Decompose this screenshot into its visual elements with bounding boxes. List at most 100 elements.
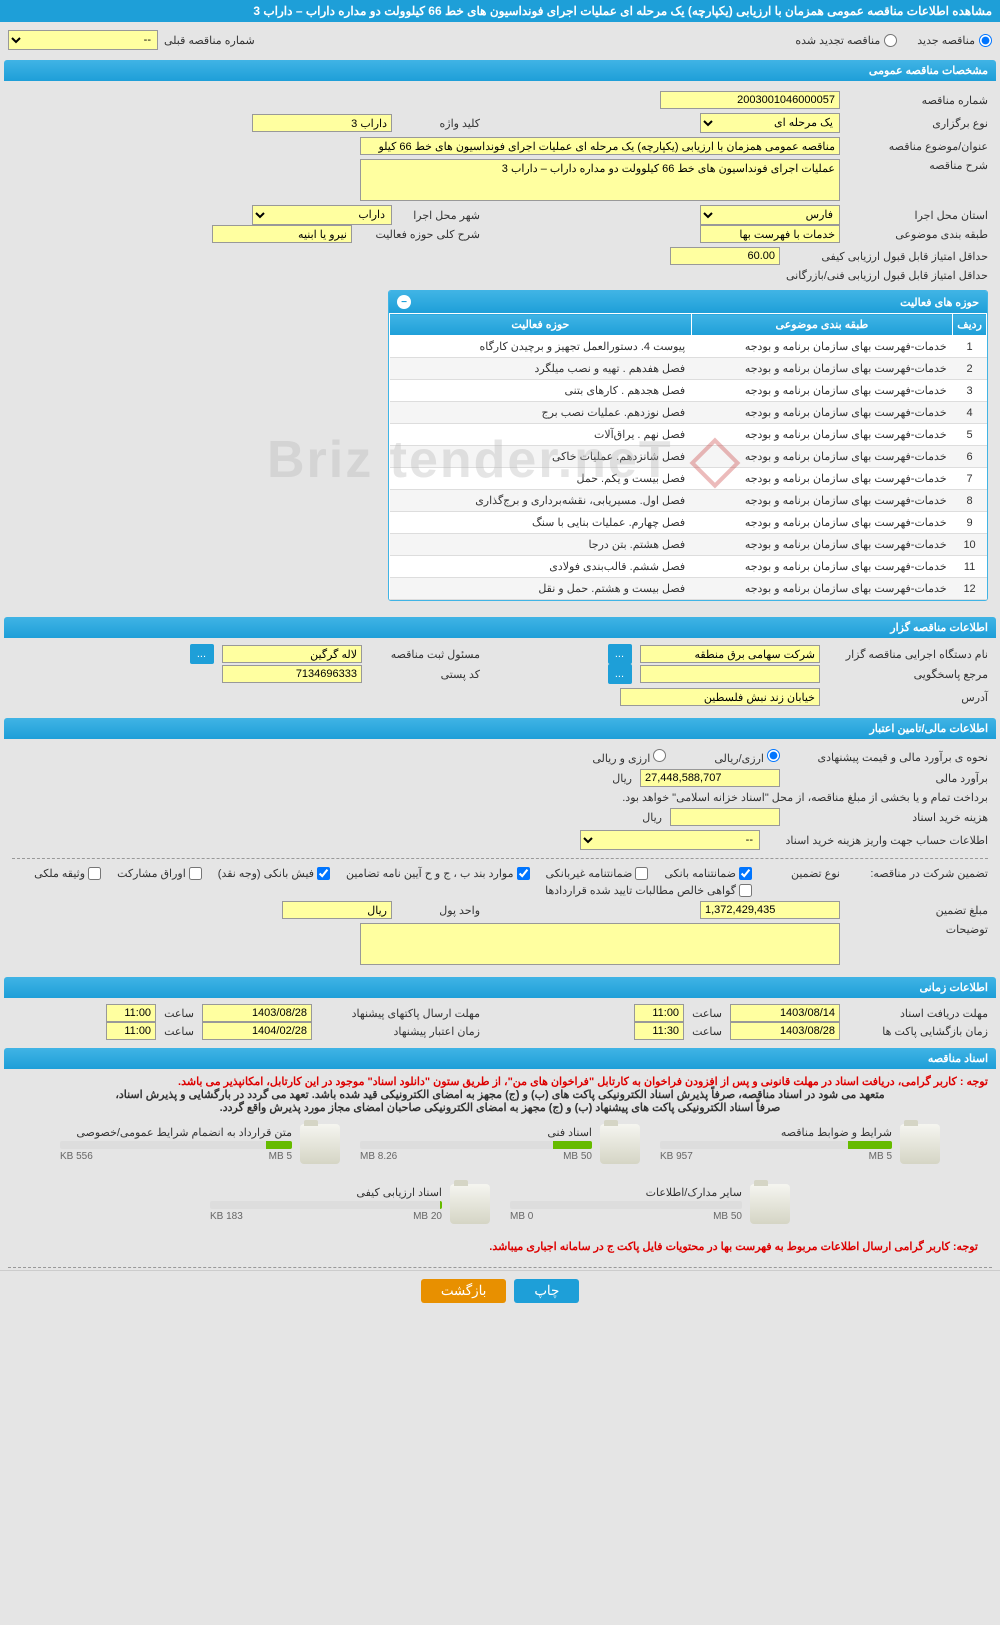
table-row: 11خدمات-فهرست بهای سازمان برنامه و بودجه… <box>390 556 987 578</box>
valid-label: زمان اعتبار پیشنهاد <box>320 1025 480 1038</box>
unit-label: واحد پول <box>400 904 480 917</box>
recv-time[interactable] <box>634 1004 684 1022</box>
chk-bank-guarantee[interactable]: ضمانتنامه بانکی <box>664 867 752 880</box>
org-name-more-button[interactable]: ... <box>608 644 632 664</box>
subject-input[interactable] <box>360 137 840 155</box>
activities-table: ردیفطبقه بندی موضوعیحوزه فعالیت 1خدمات-ف… <box>389 313 987 600</box>
back-button[interactable]: بازگشت <box>421 1279 507 1303</box>
doccost-input[interactable] <box>670 808 780 826</box>
chk-property[interactable]: وثیقه ملکی <box>34 867 101 880</box>
type-select[interactable]: یک مرحله ای <box>700 113 840 133</box>
hour-label-2: ساعت <box>164 1007 194 1020</box>
guar-label: تضمین شرکت در مناقصه: <box>848 867 988 880</box>
notes-label: توضیحات <box>848 923 988 936</box>
est-input[interactable] <box>640 769 780 787</box>
notes-textarea[interactable] <box>360 923 840 965</box>
prev-num-select[interactable]: -- <box>8 30 158 50</box>
chk-contract-cert[interactable]: گواهی خالص مطالبات تایید شده قراردادها <box>545 884 752 897</box>
section-general: مشخصات مناقصه عمومی <box>4 60 996 81</box>
acct-select[interactable]: -- <box>580 830 760 850</box>
folder-icon <box>450 1184 490 1224</box>
doccost-label: هزینه خرید اسناد <box>788 811 988 824</box>
recv-label: مهلت دریافت اسناد <box>848 1007 988 1020</box>
desc-label: شرح مناقصه <box>848 159 988 172</box>
doc-title: شرایط و ضوابط مناقصه <box>660 1126 892 1139</box>
chk-regulation-items[interactable]: موارد بند ب ، ج و ح آیین نامه تضامین <box>346 867 529 880</box>
doc-item[interactable]: اسناد ارزیابی کیفی 20 MB183 KB <box>210 1184 490 1224</box>
send-label: مهلت ارسال پاکتهای پیشنهاد <box>320 1007 480 1020</box>
folder-icon <box>750 1184 790 1224</box>
recv-date[interactable] <box>730 1004 840 1022</box>
postal-label: کد پستی <box>370 668 480 681</box>
city-select[interactable]: داراب <box>252 205 392 225</box>
progress-bar <box>660 1141 892 1149</box>
folder-icon <box>300 1124 340 1164</box>
chk-bank-receipt[interactable]: فیش بانکی (وجه نقد) <box>218 867 330 880</box>
postal-input[interactable] <box>222 665 362 683</box>
province-select[interactable]: فارس <box>700 205 840 225</box>
tender-no-input[interactable] <box>660 91 840 109</box>
doc-size: 20 MB183 KB <box>210 1211 442 1222</box>
addr-label: آدرس <box>828 691 988 704</box>
doc-item[interactable]: سایر مدارک/اطلاعات 50 MB0 MB <box>510 1184 790 1224</box>
class-label: طبقه بندی موضوعی <box>848 228 988 241</box>
reg-input[interactable] <box>222 645 362 663</box>
mintech-label: حداقل امتیاز قابل قبول ارزیابی فنی/بازرگ… <box>768 269 988 282</box>
docs-note-2: متعهد می شود در اسناد مناقصه، صرفاً پذیر… <box>12 1088 988 1101</box>
actdesc-input[interactable] <box>212 225 352 243</box>
doc-title: سایر مدارک/اطلاعات <box>510 1186 742 1199</box>
hour-label-3: ساعت <box>692 1025 722 1038</box>
unit-input[interactable] <box>282 901 392 919</box>
guaramt-input[interactable] <box>700 901 840 919</box>
table-header: ردیف <box>953 314 987 336</box>
type-label: نوع برگزاری <box>848 117 988 130</box>
doc-item[interactable]: اسناد فنی50 MB8.26 MB <box>360 1124 640 1164</box>
table-row: 2خدمات-فهرست بهای سازمان برنامه و بودجهف… <box>390 358 987 380</box>
reg-more-button[interactable]: ... <box>190 644 214 664</box>
ref-more-button[interactable]: ... <box>608 664 632 684</box>
open-time[interactable] <box>634 1022 684 1040</box>
radio-new[interactable]: مناقصه جدید <box>917 34 992 47</box>
chk-nonbank-guarantee[interactable]: ضمانتنامه غیربانکی <box>546 867 649 880</box>
folder-icon <box>600 1124 640 1164</box>
ref-input[interactable] <box>640 665 820 683</box>
table-row: 8خدمات-فهرست بهای سازمان برنامه و بودجهف… <box>390 490 987 512</box>
chk-bonds[interactable]: اوراق مشارکت <box>117 867 202 880</box>
print-button[interactable]: چاپ <box>514 1279 579 1303</box>
collapse-icon[interactable]: − <box>397 295 411 309</box>
class-input[interactable] <box>700 225 840 243</box>
send-date[interactable] <box>202 1004 312 1022</box>
guaramt-label: مبلغ تضمین <box>848 904 988 917</box>
send-time[interactable] <box>106 1004 156 1022</box>
org-name-input[interactable] <box>640 645 820 663</box>
page-title: مشاهده اطلاعات مناقصه عمومی همزمان با ار… <box>0 0 1000 22</box>
hour-label-1: ساعت <box>692 1007 722 1020</box>
method-opt2[interactable]: ارزی و ریالی <box>592 749 666 765</box>
valid-time[interactable] <box>106 1022 156 1040</box>
progress-bar <box>210 1201 442 1209</box>
province-label: استان محل اجرا <box>848 209 988 222</box>
section-docs: اسناد مناقصه <box>4 1048 996 1069</box>
desc-textarea[interactable]: عملیات اجرای فونداسیون های خط 66 کیلوولت… <box>360 159 840 201</box>
addr-input[interactable] <box>620 688 820 706</box>
table-row: 4خدمات-فهرست بهای سازمان برنامه و بودجهف… <box>390 402 987 424</box>
actdesc-label: شرح کلی حوزه فعالیت <box>360 228 480 241</box>
keyword-input[interactable] <box>252 114 392 132</box>
open-date[interactable] <box>730 1022 840 1040</box>
doc-title: اسناد ارزیابی کیفی <box>210 1186 442 1199</box>
guartype-label: نوع تضمین <box>760 867 840 880</box>
doc-item[interactable]: شرایط و ضوابط مناقصه5 MB957 KB <box>660 1124 940 1164</box>
docs-note-3: صرفاً اسناد الکترونیکی پاکت های پیشنهاد … <box>12 1101 988 1114</box>
treasury-note: برداخت تمام و یا بخشی از مبلغ مناقصه، از… <box>622 791 988 804</box>
table-row: 5خدمات-فهرست بهای سازمان برنامه و بودجهف… <box>390 424 987 446</box>
method-opt1[interactable]: ارزی/ریالی <box>714 749 780 765</box>
acct-label: اطلاعات حساب جهت واریز هزینه خرید اسناد <box>768 834 988 847</box>
doc-title: متن قرارداد به انضمام شرایط عمومی/خصوصی <box>60 1126 292 1139</box>
valid-date[interactable] <box>202 1022 312 1040</box>
doc-size: 50 MB0 MB <box>510 1211 742 1222</box>
doc-item[interactable]: متن قرارداد به انضمام شرایط عمومی/خصوصی5… <box>60 1124 340 1164</box>
minqual-input[interactable] <box>670 247 780 265</box>
method-label: نحوه ی برآورد مالی و قیمت پیشنهادی <box>788 751 988 764</box>
subject-label: عنوان/موضوع مناقصه <box>848 140 988 153</box>
radio-renewed[interactable]: مناقصه تجدید شده <box>795 34 897 47</box>
